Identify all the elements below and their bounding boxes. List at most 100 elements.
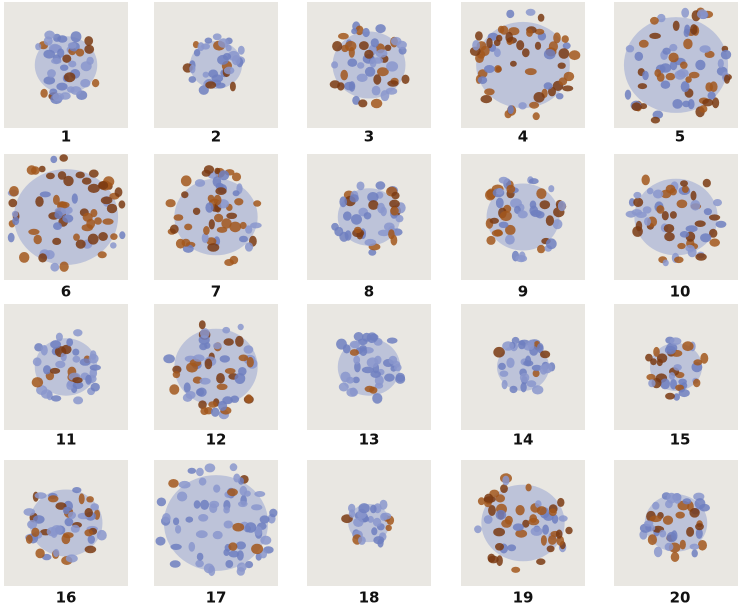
nucleus bbox=[97, 530, 107, 541]
stained-nucleus bbox=[35, 549, 44, 559]
stained-nucleus bbox=[358, 99, 367, 107]
nucleus bbox=[520, 382, 526, 392]
stained-nucleus bbox=[72, 377, 82, 383]
nucleus bbox=[359, 345, 366, 351]
nucleus bbox=[56, 333, 63, 342]
stained-nucleus bbox=[677, 200, 688, 209]
stained-nucleus bbox=[549, 508, 557, 516]
nucleus bbox=[90, 350, 97, 359]
nucleus bbox=[626, 45, 634, 52]
stained-nucleus bbox=[686, 527, 694, 537]
nucleus bbox=[394, 364, 402, 372]
stained-nucleus bbox=[31, 528, 39, 537]
nucleus bbox=[502, 380, 508, 389]
stained-nucleus bbox=[654, 69, 661, 77]
stained-nucleus bbox=[215, 187, 226, 195]
stained-nucleus bbox=[115, 187, 123, 197]
nucleus bbox=[367, 332, 378, 343]
stained-nucleus bbox=[636, 221, 642, 232]
nucleus bbox=[8, 233, 15, 243]
stained-nucleus bbox=[391, 192, 399, 200]
stained-nucleus bbox=[85, 546, 97, 554]
nucleus bbox=[681, 8, 689, 18]
stained-nucleus bbox=[85, 508, 93, 517]
stained-nucleus bbox=[332, 41, 342, 51]
nucleus bbox=[496, 510, 507, 520]
stained-nucleus bbox=[337, 82, 344, 90]
stained-nucleus bbox=[703, 179, 711, 188]
nucleus bbox=[558, 201, 566, 211]
nucleus bbox=[200, 378, 211, 385]
nucleus bbox=[53, 549, 59, 557]
nucleus bbox=[536, 211, 545, 218]
stained-nucleus bbox=[368, 200, 378, 210]
nucleus bbox=[240, 486, 248, 496]
nucleus bbox=[213, 33, 222, 40]
micrograph: 12 bbox=[154, 304, 278, 449]
stained-nucleus bbox=[101, 197, 113, 205]
nucleus bbox=[225, 560, 233, 568]
nucleus bbox=[157, 498, 166, 507]
stained-nucleus bbox=[48, 495, 59, 502]
nucleus bbox=[367, 357, 379, 367]
stained-nucleus bbox=[505, 516, 513, 525]
nucleus bbox=[199, 478, 207, 486]
nucleus bbox=[685, 245, 694, 252]
stained-nucleus bbox=[251, 544, 263, 554]
stained-nucleus bbox=[494, 229, 503, 236]
stained-nucleus bbox=[699, 105, 707, 113]
stained-nucleus bbox=[645, 354, 653, 362]
nucleus bbox=[40, 191, 51, 197]
stained-nucleus bbox=[674, 257, 684, 264]
nucleus bbox=[53, 222, 62, 230]
stained-nucleus bbox=[387, 80, 398, 86]
stained-nucleus bbox=[94, 217, 102, 225]
nucleus bbox=[556, 93, 564, 99]
stained-nucleus bbox=[481, 46, 490, 56]
nucleus bbox=[189, 76, 197, 83]
panel-label: 7 bbox=[211, 283, 221, 301]
micrograph: 7 bbox=[154, 154, 278, 301]
nucleus bbox=[33, 357, 42, 366]
nucleus bbox=[54, 211, 62, 219]
stained-nucleus bbox=[638, 83, 647, 89]
nucleus bbox=[674, 493, 682, 504]
stained-nucleus bbox=[173, 371, 180, 378]
nucleus bbox=[370, 505, 377, 514]
stained-nucleus bbox=[676, 512, 685, 519]
nucleus bbox=[362, 28, 369, 37]
nucleus bbox=[205, 202, 213, 212]
nucleus bbox=[80, 79, 90, 88]
nucleus bbox=[670, 337, 682, 345]
nucleus bbox=[195, 560, 204, 567]
nucleus bbox=[260, 536, 271, 545]
stained-nucleus bbox=[548, 535, 557, 545]
nucleus bbox=[540, 364, 548, 374]
stained-nucleus bbox=[9, 186, 19, 197]
micrograph: 20 bbox=[614, 460, 738, 607]
nucleus bbox=[196, 388, 204, 396]
nucleus bbox=[331, 223, 339, 231]
micrograph: 16 bbox=[4, 460, 128, 607]
stained-nucleus bbox=[698, 540, 707, 551]
nucleus bbox=[238, 46, 245, 55]
nucleus bbox=[499, 177, 509, 184]
panel-label: 5 bbox=[675, 128, 685, 146]
nucleus bbox=[203, 72, 209, 78]
nucleus bbox=[88, 535, 95, 544]
stained-nucleus bbox=[181, 175, 192, 186]
panel-label: 17 bbox=[206, 589, 227, 607]
stained-nucleus bbox=[88, 234, 99, 245]
nucleus bbox=[371, 38, 379, 47]
stained-nucleus bbox=[665, 393, 675, 400]
nucleus bbox=[72, 349, 79, 356]
nucleus bbox=[205, 463, 216, 472]
nucleus bbox=[690, 200, 700, 211]
nucleus bbox=[224, 67, 235, 75]
stained-nucleus bbox=[207, 243, 219, 252]
nucleus bbox=[708, 92, 716, 100]
stained-nucleus bbox=[565, 527, 572, 534]
stained-nucleus bbox=[168, 479, 179, 488]
stained-nucleus bbox=[224, 338, 234, 346]
nucleus bbox=[68, 61, 76, 68]
